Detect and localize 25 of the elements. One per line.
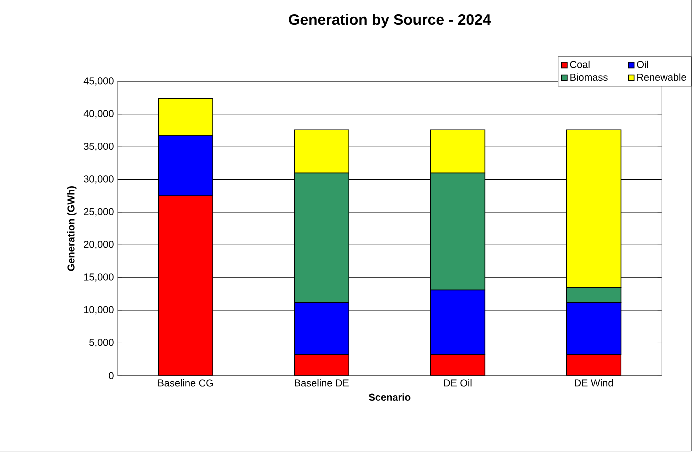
chart-title: Generation by Source - 2024 <box>289 14 492 28</box>
legend-label: Renewable <box>638 74 686 82</box>
x-tick-label: Baseline CG <box>158 380 214 387</box>
x-tick-label: Baseline DE <box>295 380 349 387</box>
y-tick-label: 20,000 <box>84 241 114 250</box>
y-tick-label: 15,000 <box>84 274 114 282</box>
y-tick-label: 30,000 <box>84 176 114 184</box>
legend-label: Oil <box>637 61 648 68</box>
y-tick-label: 35,000 <box>84 143 114 152</box>
y-tick-label: 5,000 <box>90 339 114 348</box>
x-axis-title: Scenario <box>369 394 411 402</box>
bar <box>566 354 622 376</box>
y-tick-label: 45,000 <box>84 78 114 86</box>
y-tick-label: 25,000 <box>84 208 114 217</box>
bar <box>430 354 486 376</box>
y-axis-title: Generation (GWh) <box>67 186 77 272</box>
y-tick-label: 40,000 <box>84 110 114 119</box>
y-tick-label: 10,000 <box>84 306 114 315</box>
legend-label: Coal <box>570 61 590 68</box>
x-tick-label: DE Wind <box>575 380 614 387</box>
x-tick-label: DE Oil <box>444 380 472 387</box>
y-tick-label: 0 <box>109 372 114 380</box>
bar <box>294 354 350 376</box>
legend-label: Biomass <box>570 74 608 82</box>
bar <box>158 196 214 376</box>
